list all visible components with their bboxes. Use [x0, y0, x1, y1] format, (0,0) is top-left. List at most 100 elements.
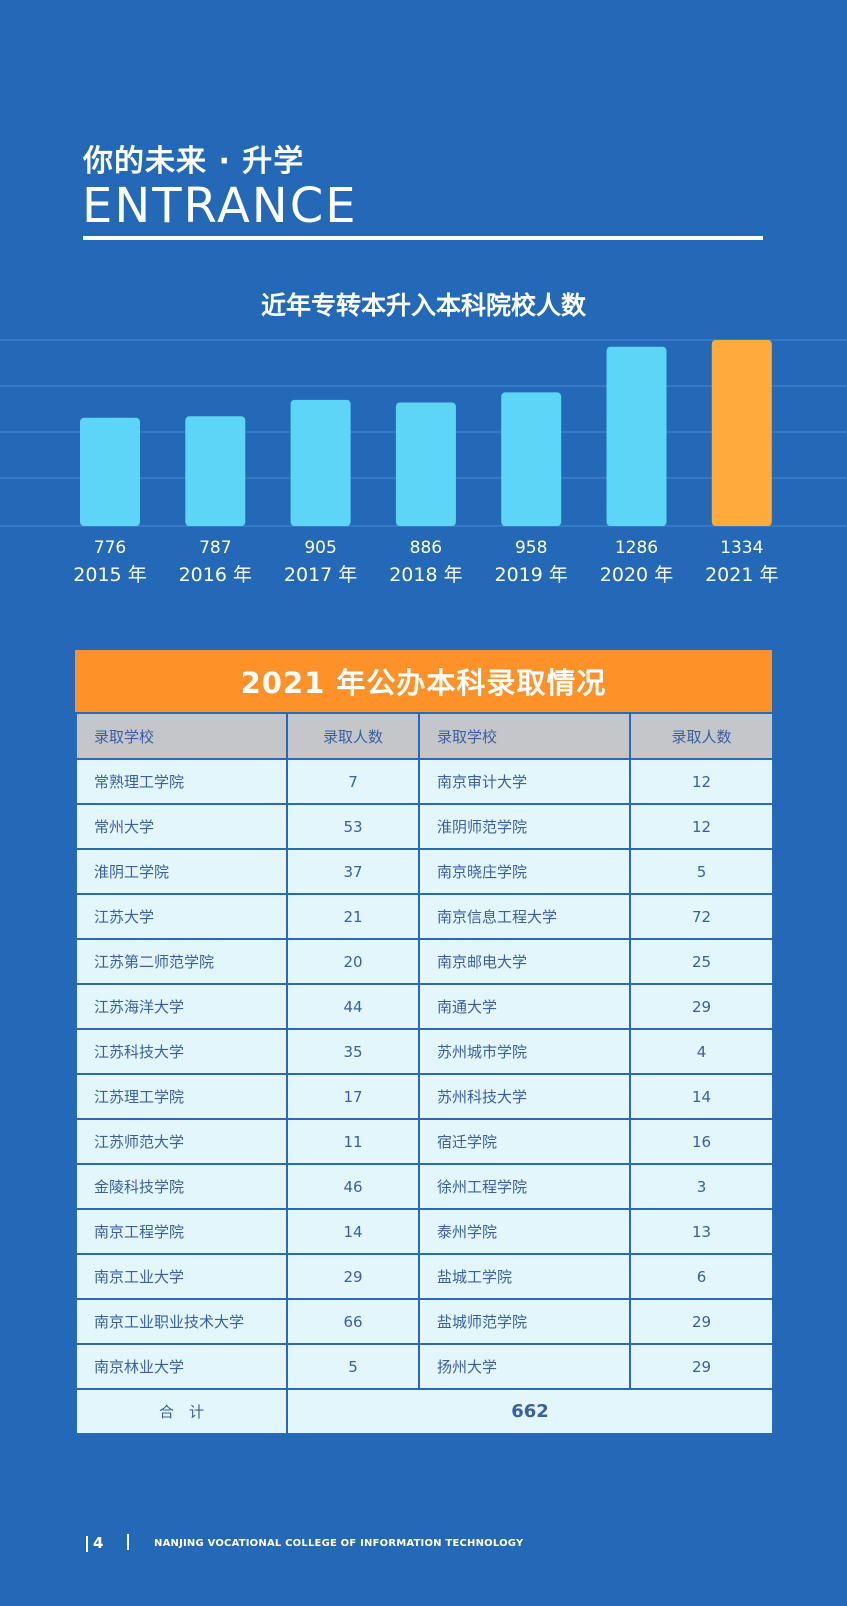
table-row: 江苏师范大学 11 宿迁学院 16 [75, 1118, 774, 1165]
school-name: 金陵科技学院 [75, 1163, 288, 1210]
admit-count: 14 [286, 1208, 420, 1255]
enrollment-bar-chart: 776 2015 年 787 2016 年 905 2017 年 886 2018 年 958 2… [0, 339, 847, 586]
admit-count: 53 [286, 803, 420, 850]
admit-count: 29 [629, 1343, 774, 1390]
admit-count: 6 [629, 1253, 774, 1300]
admit-count: 25 [629, 938, 774, 985]
admit-count: 21 [286, 893, 420, 940]
school-name: 南京信息工程大学 [418, 893, 631, 940]
school-name: 南京邮电大学 [418, 938, 631, 985]
table-row: 淮阴工学院 37 南京晓庄学院 5 [75, 848, 774, 895]
header-count: 录取人数 [629, 712, 774, 760]
school-name: 淮阴师范学院 [418, 803, 631, 850]
admit-count: 3 [629, 1163, 774, 1210]
admit-count: 7 [286, 758, 420, 805]
table-row: 江苏海洋大学 44 南通大学 29 [75, 983, 774, 1030]
admit-count: 29 [286, 1253, 420, 1300]
admit-count: 29 [629, 1298, 774, 1345]
school-name: 盐城师范学院 [418, 1298, 631, 1345]
school-name: 南京工业职业技术大学 [75, 1298, 288, 1345]
admit-count: 11 [286, 1118, 420, 1165]
bar-value-label: 1334 [720, 538, 763, 558]
x-tick-label: 2021 年 [705, 564, 778, 586]
school-name: 南通大学 [418, 983, 631, 1030]
table-title: 2021 年公办本科录取情况 [75, 650, 772, 712]
page-heading-en: ENTRANCE [82, 178, 358, 234]
admission-table-section: 2021 年公办本科录取情况 录取学校 录取人数 录取学校 录取人数 常熟理工学… [75, 650, 774, 1435]
school-name: 常熟理工学院 [75, 758, 288, 805]
bar [711, 340, 772, 526]
admit-count: 4 [629, 1028, 774, 1075]
total-value: 662 [286, 1388, 774, 1435]
table-row: 金陵科技学院 46 徐州工程学院 3 [75, 1163, 774, 1210]
admit-count: 46 [286, 1163, 420, 1210]
school-name: 江苏科技大学 [75, 1028, 288, 1075]
bar-value-label: 1286 [615, 538, 658, 558]
admit-count: 72 [629, 893, 774, 940]
bar-value-label: 886 [410, 538, 442, 558]
admit-count: 20 [286, 938, 420, 985]
page-heading-cn: 你的未来 · 升学 [83, 144, 305, 179]
bar-value-label: 958 [515, 538, 547, 558]
bar [606, 346, 667, 526]
x-tick-label: 2016 年 [179, 564, 252, 586]
school-name: 宿迁学院 [418, 1118, 631, 1165]
school-name: 南京林业大学 [75, 1343, 288, 1390]
footer-divider [86, 1536, 88, 1552]
school-name: 江苏理工学院 [75, 1073, 288, 1120]
school-name: 盐城工学院 [418, 1253, 631, 1300]
table-row: 江苏第二师范学院 20 南京邮电大学 25 [75, 938, 774, 985]
bar [80, 417, 140, 526]
school-name: 常州大学 [75, 803, 288, 850]
admit-count: 16 [629, 1118, 774, 1165]
bar [501, 392, 562, 526]
admit-count: 13 [629, 1208, 774, 1255]
total-row: 合 计 662 [75, 1388, 774, 1435]
admit-count: 5 [286, 1343, 420, 1390]
admit-count: 5 [629, 848, 774, 895]
school-name: 南京工程学院 [75, 1208, 288, 1255]
table-row: 南京工程学院 14 泰州学院 13 [75, 1208, 774, 1255]
school-name: 南京晓庄学院 [418, 848, 631, 895]
table-row: 江苏理工学院 17 苏州科技大学 14 [75, 1073, 774, 1120]
bar [185, 416, 246, 526]
table-row: 南京工业大学 29 盐城工学院 6 [75, 1253, 774, 1300]
admit-count: 12 [629, 758, 774, 805]
table-row: 南京工业职业技术大学 66 盐城师范学院 29 [75, 1298, 774, 1345]
bar [395, 402, 456, 526]
x-tick-label: 2018 年 [389, 564, 462, 586]
header-school: 录取学校 [418, 712, 631, 760]
table-row: 常熟理工学院 7 南京审计大学 12 [75, 758, 774, 805]
x-tick-label: 2020 年 [600, 564, 673, 586]
school-name: 南京工业大学 [75, 1253, 288, 1300]
admit-count: 29 [629, 983, 774, 1030]
x-tick-label: 2017 年 [284, 564, 357, 586]
total-label: 合 计 [75, 1388, 288, 1435]
school-name: 江苏海洋大学 [75, 983, 288, 1030]
x-tick-label: 2015 年 [73, 564, 146, 586]
table-row: 江苏科技大学 35 苏州城市学院 4 [75, 1028, 774, 1075]
bar-value-label: 776 [94, 538, 126, 558]
school-name: 泰州学院 [418, 1208, 631, 1255]
admit-count: 44 [286, 983, 420, 1030]
school-name: 江苏第二师范学院 [75, 938, 288, 985]
admit-count: 35 [286, 1028, 420, 1075]
school-name: 苏州科技大学 [418, 1073, 631, 1120]
page-number: 4 [93, 1534, 104, 1552]
table-header-row: 录取学校 录取人数 录取学校 录取人数 [75, 712, 774, 760]
x-tick-label: 2019 年 [494, 564, 567, 586]
header-count: 录取人数 [286, 712, 420, 760]
admit-count: 37 [286, 848, 420, 895]
admit-count: 12 [629, 803, 774, 850]
chart-title: 近年专转本升入本科院校人数 [260, 291, 586, 320]
admit-count: 66 [286, 1298, 420, 1345]
school-name: 江苏师范大学 [75, 1118, 288, 1165]
admission-table: 录取学校 录取人数 录取学校 录取人数 常熟理工学院 7 南京审计大学 12 常州大学 5… [75, 712, 774, 1435]
school-name: 苏州城市学院 [418, 1028, 631, 1075]
bar-value-label: 787 [199, 538, 231, 558]
school-name: 扬州大学 [418, 1343, 631, 1390]
admit-count: 17 [286, 1073, 420, 1120]
footer-divider [127, 1534, 129, 1550]
table-row: 常州大学 53 淮阴师范学院 12 [75, 803, 774, 850]
table-row: 南京林业大学 5 扬州大学 29 [75, 1343, 774, 1390]
